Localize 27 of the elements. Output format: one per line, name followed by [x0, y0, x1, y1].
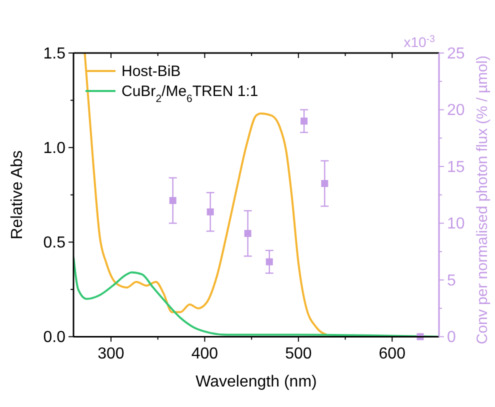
y2-tick-label: 10 [447, 216, 465, 233]
y2-tick-label: 15 [447, 158, 465, 176]
y-axis-title: Relative Abs [9, 150, 26, 240]
y2-tick-label: 20 [447, 102, 465, 120]
y-tick-label: 1.5 [43, 46, 66, 62]
y-tick-label: 1.0 [43, 140, 66, 158]
line-series [84, 53, 328, 336]
text: 0.0 [43, 329, 66, 346]
point [321, 180, 328, 187]
y2-tick-label: 25 [447, 46, 465, 62]
point [244, 230, 252, 237]
x-tick-label: 500 [285, 346, 312, 363]
text: x10$^{-3}$ [404, 34, 436, 50]
point [169, 197, 176, 204]
y2-tick-label: 5 [447, 272, 456, 290]
x-tick-label: 400 [191, 346, 218, 363]
y-tick-label: 0.5 [43, 234, 66, 252]
point [206, 208, 214, 216]
x-tick-label: 300 [98, 346, 124, 363]
y2-axis-title: Conv per normalised photon flux (% / µmol) [474, 55, 491, 344]
legend-label: CuBr$_{2}$/Me$_{6}$TREN 1:1 [122, 83, 258, 105]
point [300, 118, 308, 125]
x-axis-title: Wavelength (nm) [196, 374, 317, 391]
point [266, 258, 273, 266]
y2-tick-label: 0 [447, 329, 456, 346]
legend-label: Host-BiB [122, 63, 181, 80]
x-tick-label: 600 [378, 346, 406, 363]
